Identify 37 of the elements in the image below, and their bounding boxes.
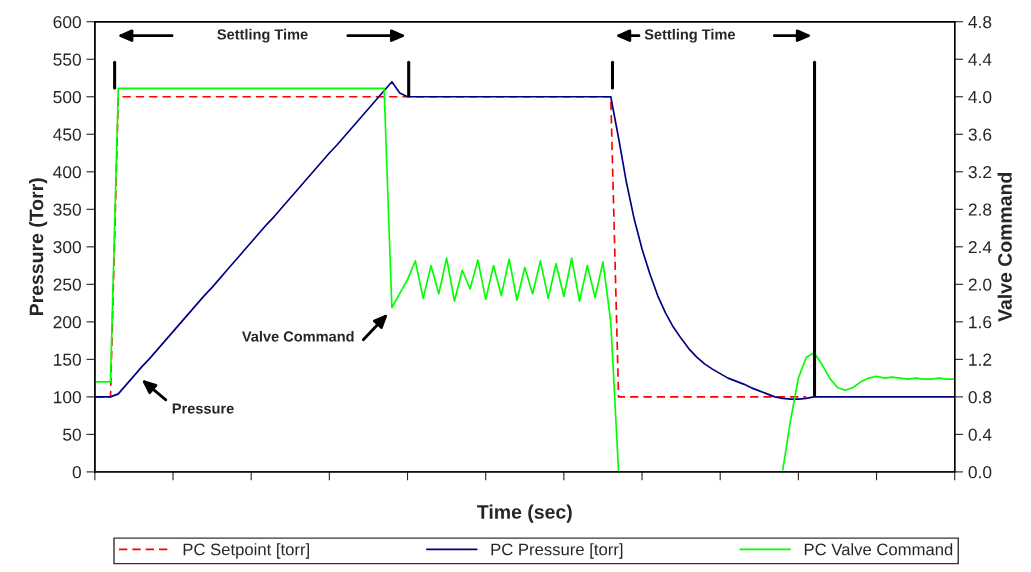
y2-tick-label: 2.8 [968,203,992,216]
y2-tick-label: 0.4 [968,428,992,441]
y-tick-label: 200 [53,316,81,329]
y-tick-label: 50 [63,428,81,441]
legend-label: PC Valve Command [804,543,953,556]
y2-tick-label: 1.6 [969,316,992,329]
y2-tick-label: 3.2 [968,165,992,179]
line-series [94,80,955,400]
y2-tick-label: 0.0 [968,466,992,479]
y2-tick-label: 4.4 [968,53,992,66]
y-tick-label: 100 [54,391,81,404]
y-tick-label: 450 [53,128,81,141]
y2-axis-title: Valve Command [997,172,1012,322]
annotation: Settling Time [217,28,308,43]
y2-tick-label: 2.4 [968,240,992,254]
legend-label: PC Setpoint [torr] [183,543,309,559]
y-tick-label: 300 [53,240,81,254]
y2-tick-label: 1.2 [969,353,992,366]
y2-tick-label: 4.0 [968,90,992,104]
y-tick-label: 500 [53,90,81,104]
y-tick-label: 0 [72,466,81,479]
annotation: Pressure [172,403,234,414]
y-axis-title: Pressure (Torr) [29,178,48,316]
y2-tick-label: 0.8 [968,391,992,404]
annotation: Valve Command [241,330,354,342]
y2-tick-label: 4.8 [968,15,992,29]
y-tick-label: 250 [53,278,81,291]
annotation: Settling Time [644,28,736,43]
x-axis-title: Time (sec) [477,504,572,523]
y2-tick-label: 3.6 [968,128,992,141]
y-tick-label: 400 [53,165,81,179]
y-tick-label: 550 [53,53,81,66]
y-tick-label: 600 [53,15,81,29]
y-tick-label: 150 [54,353,81,366]
y2-tick-label: 2.0 [968,278,992,291]
y-tick-label: 350 [53,203,81,216]
legend-label: PC Pressure [torr] [491,543,623,559]
